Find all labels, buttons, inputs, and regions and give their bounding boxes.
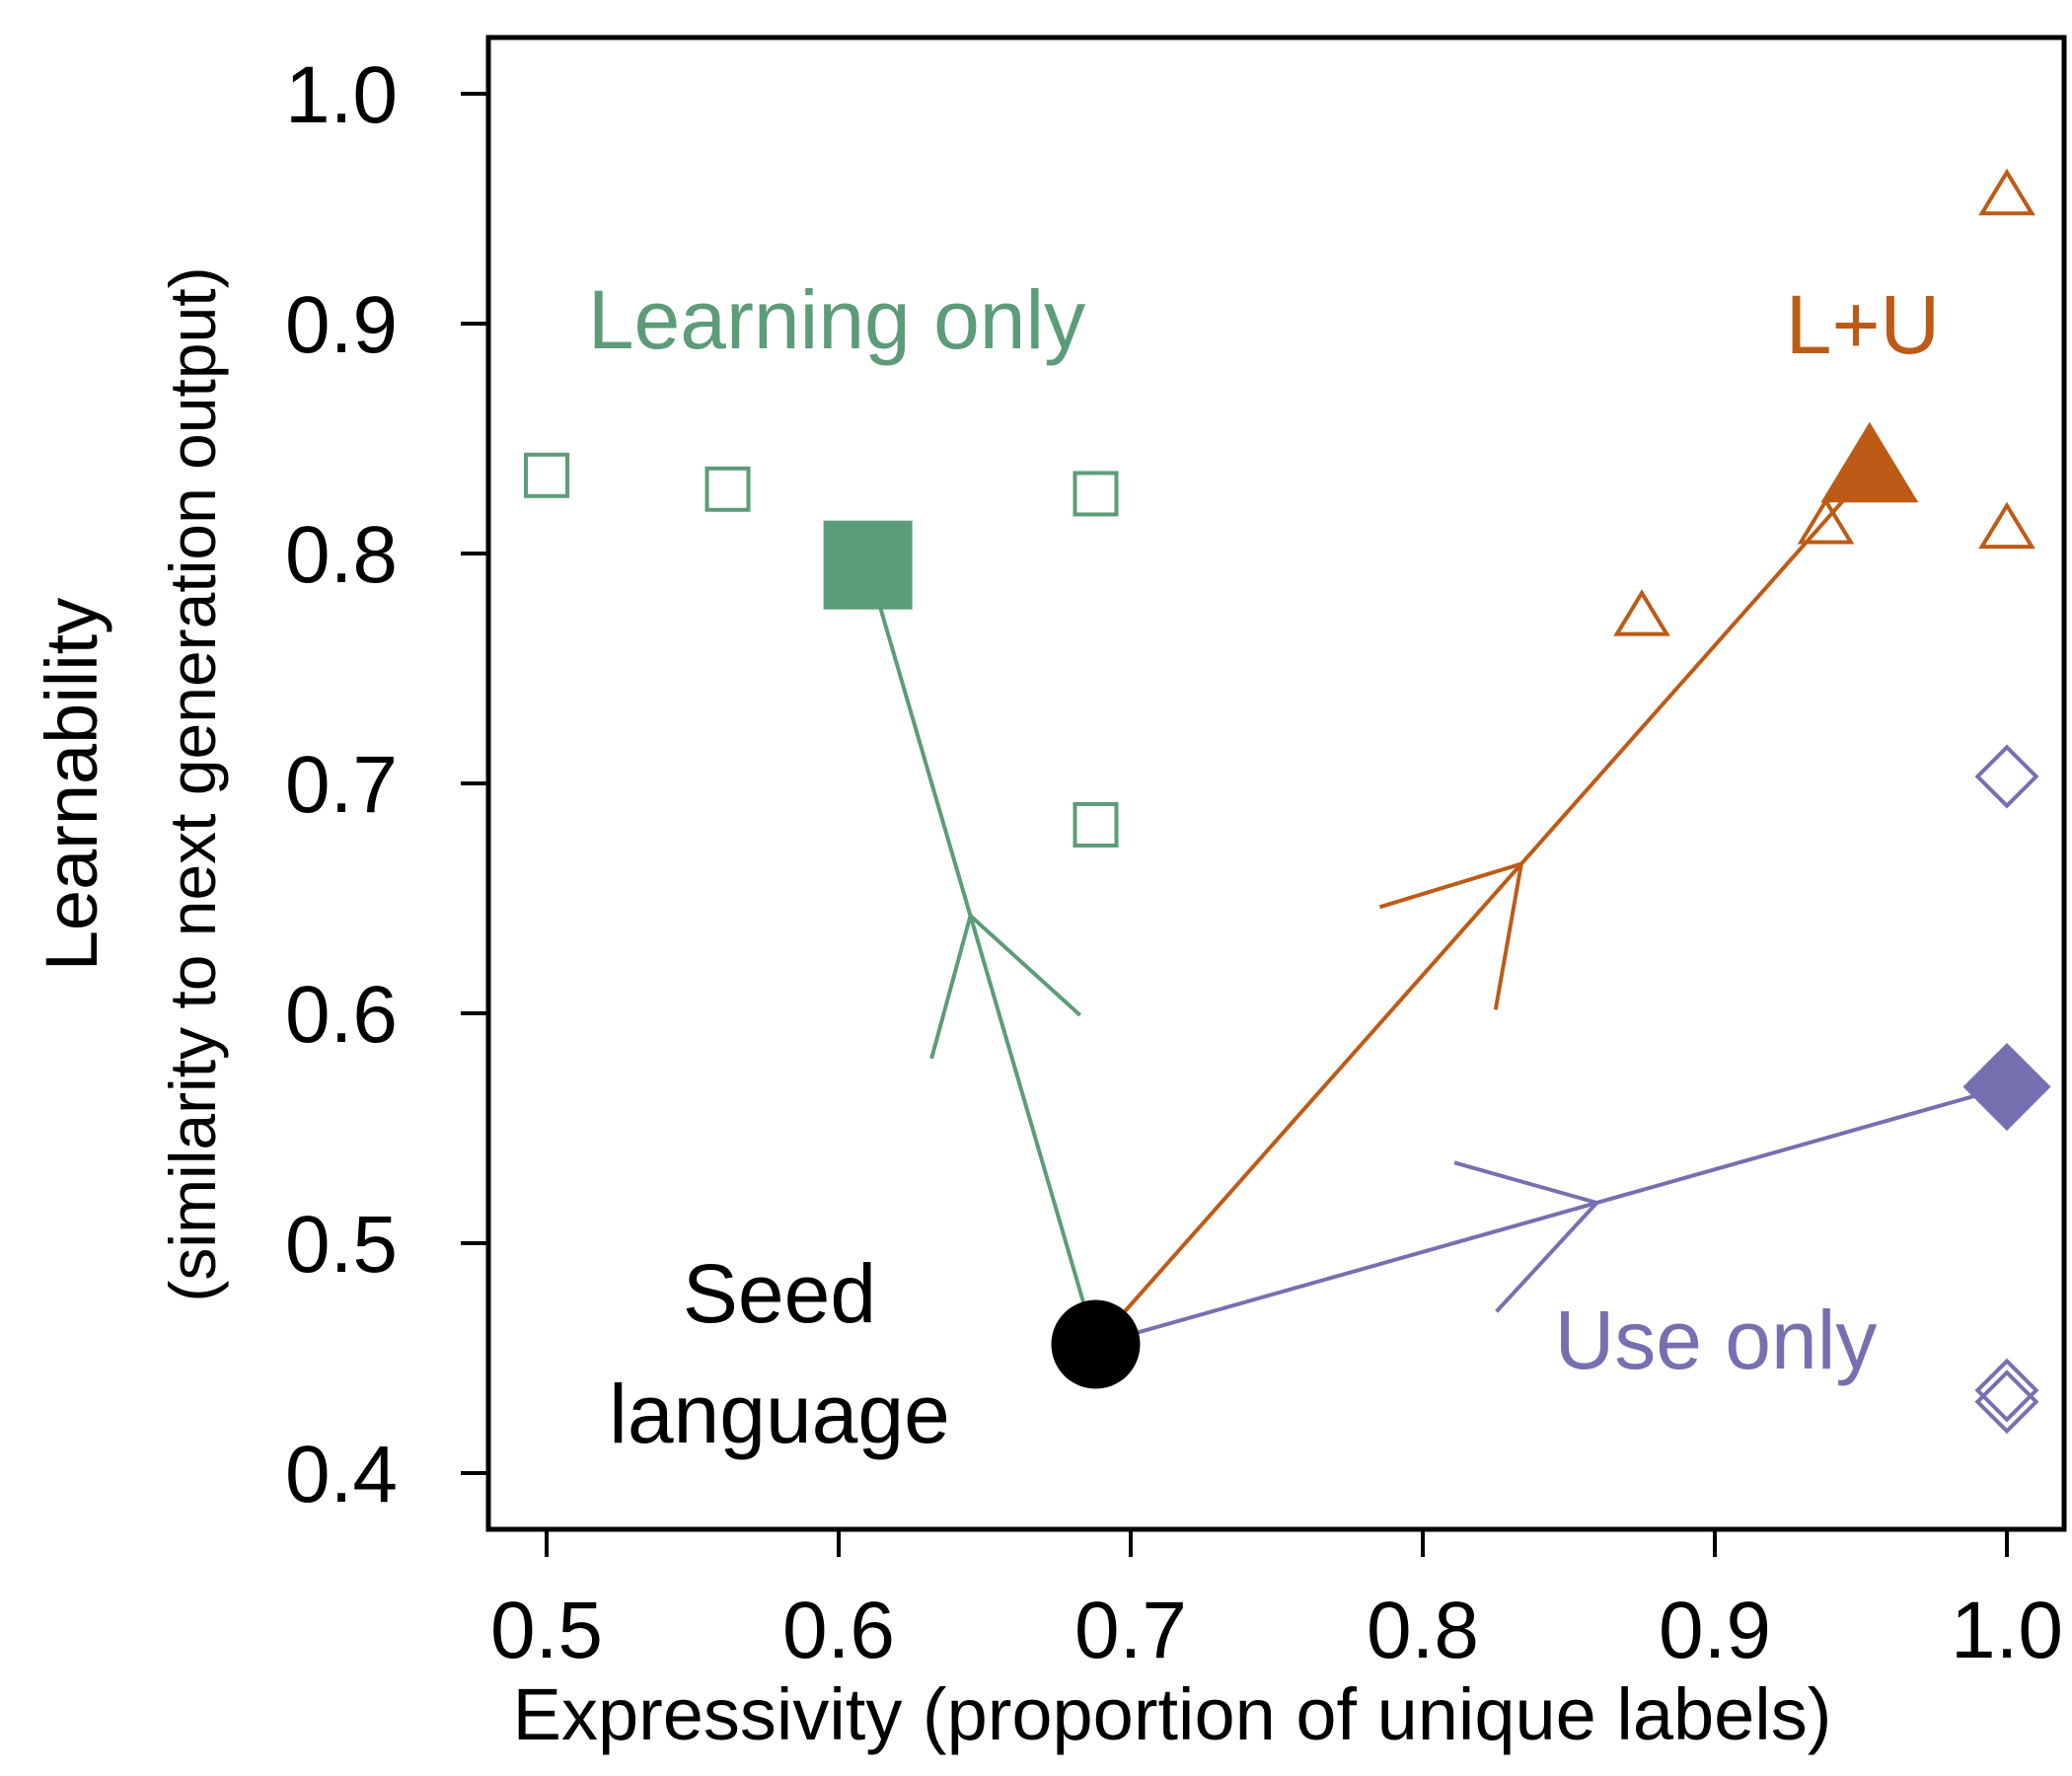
annotation-seed-line1: Seed	[683, 1247, 876, 1340]
x-tick-label: 0.6	[782, 1586, 895, 1675]
annotation-learning-only: Learning only	[588, 273, 1085, 366]
x-tick-label: 0.8	[1367, 1586, 1479, 1675]
seed-point	[1051, 1299, 1141, 1389]
lu-chain-point	[1613, 589, 1670, 636]
y-tick-label: 0.8	[285, 510, 398, 600]
y-tick-label: 0.9	[285, 280, 398, 370]
learning-only-chain-point	[1073, 471, 1119, 517]
use-only-mean-point	[1962, 1043, 2051, 1132]
annotation-lu: L+U	[1786, 278, 1940, 371]
lu-chain-point	[1978, 168, 2035, 216]
use-only-trajectory	[1094, 1084, 2008, 1347]
y-tick-label: 1.0	[285, 50, 398, 140]
use-only-chain-point	[1974, 1358, 2039, 1423]
x-axis-label: Expressivity (proportion of unique label…	[513, 1673, 1832, 1755]
x-tick-label: 0.5	[490, 1586, 603, 1675]
learning-only-arrowhead-b	[969, 914, 1081, 1017]
x-tick-label: 0.9	[1659, 1586, 1771, 1675]
lu-chain-point	[1978, 501, 2035, 550]
lu-arrowhead-b	[1493, 863, 1523, 1010]
x-tick-label: 1.0	[1951, 1586, 2063, 1675]
lu-chain-point	[1797, 496, 1855, 545]
lu-trajectory	[1093, 469, 1872, 1346]
annotation-seed-line2: language	[609, 1368, 950, 1460]
y-axis-label-line2: (similarity to next generation output)	[156, 266, 229, 1301]
y-tick-label: 0.4	[285, 1430, 398, 1519]
annotation-use-only: Use only	[1555, 1294, 1878, 1386]
y-tick-label: 0.7	[285, 740, 398, 830]
learning-only-arrowhead-a	[929, 915, 973, 1060]
learning-only-chain-point	[704, 466, 751, 512]
plot-layer: 0.5 0.6 0.7 0.8 0.9 1.0 0.4 0.5 0.6 0.7 0.8 0.9 1.0	[285, 35, 2067, 1675]
use-only-arrowhead-a	[1453, 1160, 1597, 1205]
x-tick-label: 0.7	[1074, 1586, 1187, 1675]
use-only-arrowhead-b	[1495, 1201, 1598, 1313]
learning-only-mean-point	[823, 520, 913, 610]
use-only-chain-point	[1974, 1369, 2039, 1435]
lu-mean-point	[1820, 421, 1919, 503]
lu-arrowhead-a	[1378, 861, 1522, 910]
y-tick-label: 0.6	[285, 970, 398, 1060]
learning-only-chain-point	[1073, 801, 1119, 848]
y-tick-label: 0.5	[285, 1200, 398, 1290]
learning-only-trajectory	[865, 564, 1098, 1346]
learning-only-chain-point	[524, 452, 569, 498]
y-axis-label-line1: Learnability	[31, 598, 112, 971]
use-only-chain-point	[1974, 744, 2039, 809]
